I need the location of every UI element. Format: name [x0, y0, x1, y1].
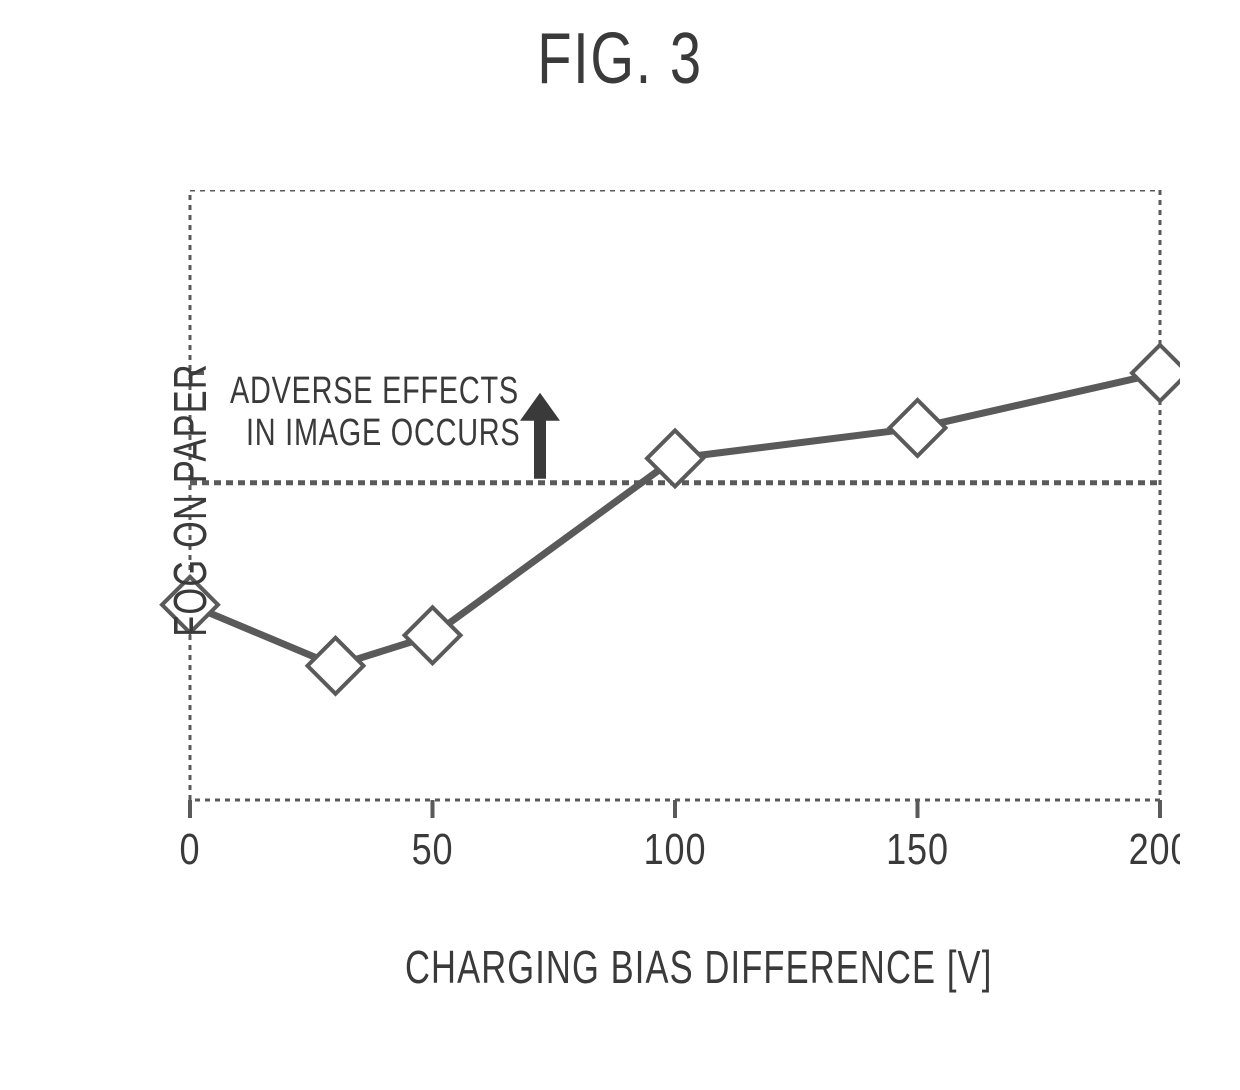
x-axis-label: CHARGING BIAS DIFFERENCE [V] — [405, 940, 945, 994]
svg-text:200: 200 — [1129, 825, 1180, 874]
chart-svg: 0 50 100 150 200 ADVERSE EFFECTSIN IMAGE OCCU… — [60, 190, 1180, 1050]
threshold-label-line1: ADVERSE EFFECTS — [230, 369, 519, 412]
figure-label: FIG. 3 — [136, 18, 1103, 100]
svg-text:0: 0 — [180, 825, 201, 874]
svg-text:100: 100 — [644, 825, 707, 874]
threshold-label-line2: IN IMAGE OCCURS — [246, 411, 520, 454]
y-axis-label: FOG ON PAPER — [163, 350, 217, 650]
chart-container: 0 50 100 150 200 ADVERSE EFFECTSIN IMAGE OCCU… — [60, 190, 1180, 1050]
svg-text:50: 50 — [412, 825, 454, 874]
svg-text:150: 150 — [886, 825, 949, 874]
